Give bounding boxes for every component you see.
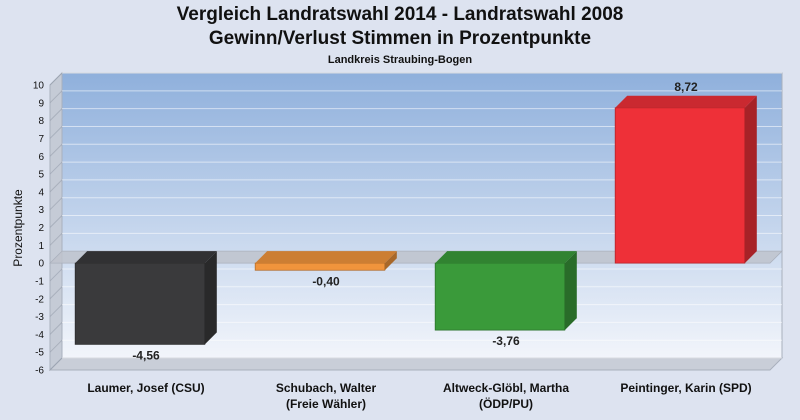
grid-line-wall [49, 126, 63, 139]
chart-titles: Vergleich Landratswahl 2014 - Landratswa… [0, 0, 800, 66]
y-tick-label: 10 [33, 81, 45, 92]
bar [254, 251, 397, 271]
data-label: -4,56 [132, 348, 160, 362]
category-label: Schubach, Walter [276, 381, 377, 395]
y-tick-label: 1 [38, 241, 44, 252]
grid-line-wall [49, 143, 63, 157]
chart-subtitle: Landkreis Straubing-Bogen [327, 54, 473, 66]
grid-line-wall [49, 357, 63, 371]
bar-top [615, 95, 757, 108]
category-label: (Freie Wähler) [286, 397, 366, 411]
bar-side [204, 251, 217, 345]
bar-side [744, 95, 757, 264]
grid-line-wall [49, 179, 63, 193]
y-tick-label: 6 [38, 152, 44, 163]
category-label: Altweck-Glöbl, Martha [443, 381, 569, 395]
chart-subtitle-main: Gewinn/Verlust Stimmen in Prozentpunkte [208, 28, 592, 49]
bars [74, 95, 757, 345]
y-tick-label: -1 [35, 276, 44, 287]
category-labels: Laumer, Josef (CSU) Schubach, Walter (Frei… [87, 381, 751, 411]
bar-front [614, 107, 746, 264]
grid-line-wall [49, 215, 63, 228]
y-tick-label: -3 [35, 312, 44, 323]
grid-line-wall [49, 268, 63, 282]
bar [614, 95, 757, 264]
bar-top [75, 251, 217, 264]
chart-title: Vergleich Landratswahl 2014 - Landratswa… [176, 4, 624, 25]
grid-line-wall [49, 322, 63, 335]
data-label: -3,76 [492, 334, 520, 348]
bar-top [435, 251, 577, 264]
grid-line-wall [49, 339, 63, 353]
y-tick-label: -4 [35, 330, 44, 341]
y-tick-label: 2 [38, 223, 44, 234]
bar [434, 251, 577, 331]
bar-front [254, 262, 386, 271]
category-label: Laumer, Josef (CSU) [87, 381, 204, 395]
y-tick-label: 8 [38, 116, 44, 127]
bar-side [384, 251, 397, 271]
y-tick-label: -6 [35, 366, 44, 377]
data-label: -0,40 [312, 274, 340, 288]
y-tick-label: -2 [35, 294, 44, 305]
category-label: Peintinger, Karin (SPD) [620, 381, 751, 395]
y-tick-label: 5 [38, 170, 44, 181]
data-labels: -4,56 -0,40 -3,76 8,72 [132, 80, 698, 363]
category-label: (ÖDP/PU) [479, 396, 533, 411]
bar-side [564, 251, 577, 331]
grid-line-wall [49, 108, 63, 121]
bar [74, 251, 217, 345]
bar-front [74, 262, 206, 345]
y-tick-label: 4 [38, 187, 44, 198]
y-tick-label: -5 [35, 348, 44, 359]
grid-line-wall [49, 232, 63, 246]
grid-line-wall [49, 304, 63, 317]
y-tick-label: 0 [38, 259, 44, 270]
grid-line-wall [49, 286, 63, 300]
grid-line-wall [49, 72, 63, 86]
y-axis-label: Prozentpunkte [11, 189, 25, 267]
data-label: 8,72 [674, 80, 698, 94]
grid-line-wall [49, 161, 63, 175]
grid-line-wall [49, 90, 63, 104]
bar-front [434, 262, 566, 331]
grid-line-wall [49, 197, 63, 211]
floor [48, 357, 784, 371]
y-tick-label: 7 [38, 134, 44, 145]
y-tick-label: 3 [38, 205, 44, 216]
bar-top [255, 251, 397, 264]
y-tick-label: 9 [38, 98, 44, 109]
